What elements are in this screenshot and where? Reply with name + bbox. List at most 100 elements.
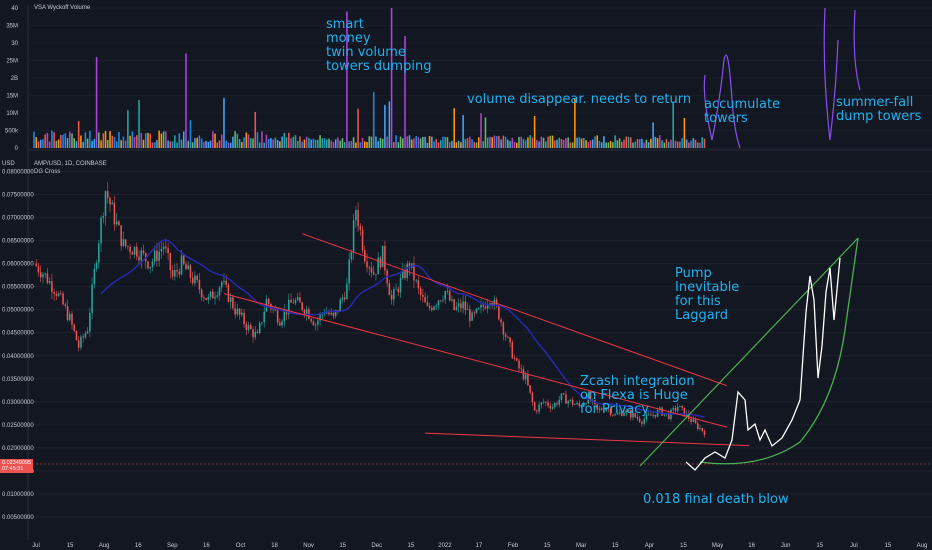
volume-bar [650, 138, 652, 148]
volume-bar [524, 140, 527, 148]
candle-body [158, 251, 160, 261]
volume-bar [431, 136, 433, 148]
volume-bar [82, 141, 84, 148]
candle-body [504, 334, 507, 337]
volume-bar [250, 138, 252, 148]
candle-body [446, 290, 449, 292]
candle-body [153, 250, 156, 262]
candle-body [404, 270, 406, 279]
candle-body [44, 273, 46, 275]
candle-body [98, 243, 100, 263]
volume-bar [381, 138, 384, 148]
candle-body [605, 407, 607, 411]
pair-label: AMP/USD, 1D, COINBASE [34, 161, 107, 167]
candle-body [542, 401, 545, 403]
volume-bar [71, 133, 73, 148]
volume-bar [151, 142, 154, 148]
volume-bar [486, 137, 489, 148]
volume-bar [556, 139, 558, 148]
candle-body [585, 403, 587, 405]
volume-bar [317, 139, 319, 148]
candle-body [142, 250, 145, 254]
price-tick-label: 0.05500000 [2, 285, 34, 291]
candle-body [113, 202, 116, 225]
candle-body [426, 302, 429, 306]
candle-body [636, 417, 639, 419]
volume-bar [424, 136, 426, 148]
volume-bar [205, 140, 207, 148]
candle-body [252, 329, 254, 338]
volume-bar [654, 136, 657, 148]
candle-body [366, 261, 368, 268]
candle-body [520, 368, 523, 370]
volume-bar [685, 139, 688, 148]
candle-body [565, 394, 567, 404]
candle-body [281, 321, 283, 326]
candle-body [160, 249, 163, 252]
volume-bar [667, 141, 670, 148]
candle-body [623, 412, 625, 416]
candle-body [279, 322, 281, 326]
time-tick-label: 17 [476, 543, 483, 549]
volume-bar [227, 142, 230, 148]
candle-body [62, 293, 64, 305]
candle-body [500, 319, 502, 323]
candle-body [104, 191, 107, 216]
candle-body [694, 419, 697, 424]
volume-bar [511, 137, 514, 148]
candle-body [165, 246, 167, 249]
candle-body [124, 239, 127, 247]
volume-bar [346, 11, 348, 148]
volume-bar [621, 141, 623, 148]
price-tick-label: 0.04000000 [2, 354, 34, 360]
volume-bar [153, 142, 156, 148]
candle-body [245, 324, 248, 330]
volume-bar [182, 131, 185, 148]
volume-bar [102, 133, 105, 148]
candle-body [319, 314, 321, 321]
volume-bar [46, 132, 49, 148]
candle-body [205, 298, 207, 300]
candle-body [690, 419, 692, 422]
candle-body [629, 410, 632, 418]
candle-body [162, 246, 165, 250]
volume-bar [290, 138, 292, 148]
volume-bar [442, 136, 444, 148]
volume-bar [328, 138, 330, 148]
candle-body [330, 312, 333, 315]
volume-bar [632, 142, 634, 148]
candle-body [451, 299, 453, 301]
volume-bar [482, 141, 485, 148]
volume-bar [551, 135, 554, 148]
candle-body [133, 246, 136, 255]
candle-body [296, 297, 299, 301]
trendlines [0, 233, 932, 465]
candle-body [433, 306, 435, 311]
price-tick-label: 0.03000000 [2, 400, 34, 406]
volume-bar [238, 139, 241, 148]
volume-bar [623, 139, 625, 148]
time-tick-label: Aug [99, 543, 110, 549]
candle-body [444, 291, 447, 300]
volume-bar [444, 136, 447, 148]
volume-bar [647, 142, 650, 148]
volume-bar [89, 130, 91, 148]
volume-bar [98, 132, 100, 148]
volume-bar [466, 138, 469, 148]
volume-bar [453, 108, 455, 148]
volume-bar [341, 138, 344, 148]
volume-bar [464, 139, 467, 148]
candle-body [174, 270, 176, 277]
candle-body [305, 309, 308, 315]
candle-body [663, 413, 666, 416]
candle-body [560, 393, 563, 400]
volume-bar [614, 135, 616, 148]
volume-bar [480, 113, 482, 148]
candle-body [214, 296, 216, 299]
candle-body [218, 287, 221, 296]
volume-bar [428, 136, 431, 148]
candle-body [457, 303, 460, 307]
volume-bar [64, 133, 67, 148]
candle-body [431, 307, 433, 311]
candle-body [469, 309, 471, 321]
